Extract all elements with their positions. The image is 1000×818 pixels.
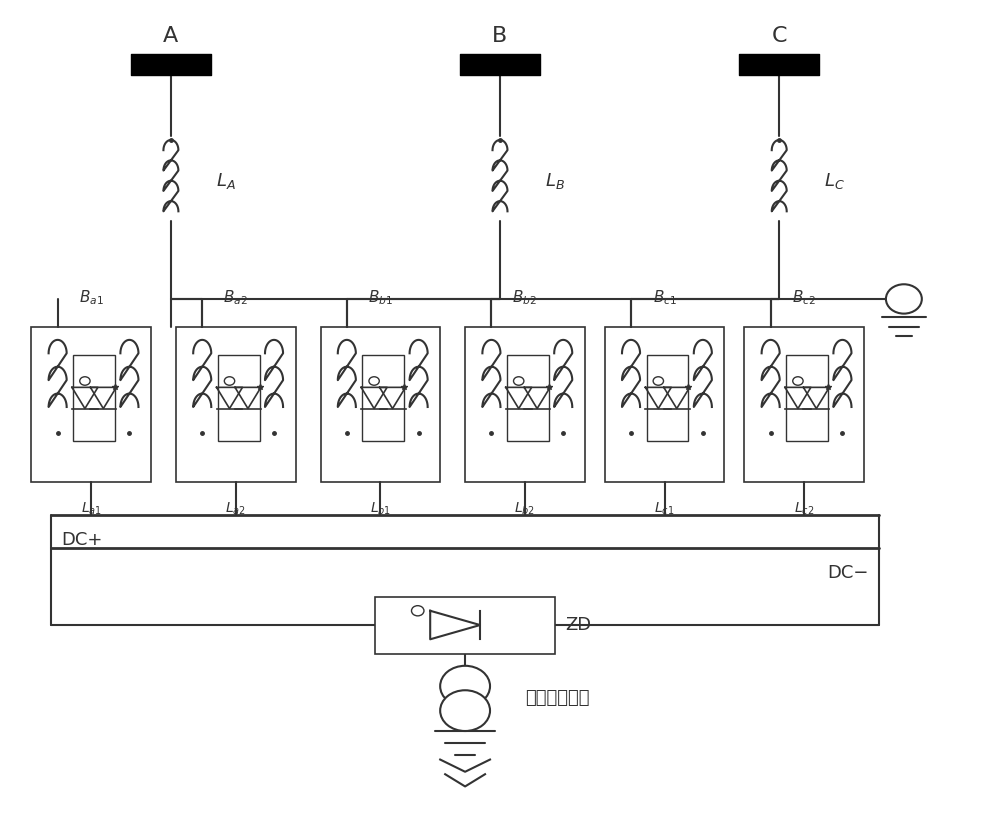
Text: C: C — [771, 26, 787, 47]
Bar — [320, 327, 440, 483]
Text: $L_B$: $L_B$ — [545, 171, 565, 191]
Bar — [218, 355, 260, 441]
Circle shape — [514, 377, 524, 385]
Text: $B_{a1}$: $B_{a1}$ — [79, 289, 104, 307]
Text: $L_{b1}$: $L_{b1}$ — [370, 501, 391, 517]
Bar — [31, 327, 151, 483]
Text: ZD: ZD — [565, 616, 591, 634]
Bar — [507, 355, 549, 441]
Text: $L_C$: $L_C$ — [824, 171, 845, 191]
Bar — [647, 355, 688, 441]
Text: $L_A$: $L_A$ — [216, 171, 236, 191]
Bar — [176, 327, 296, 483]
Text: DC−: DC− — [827, 564, 869, 582]
Text: $L_{b2}$: $L_{b2}$ — [514, 501, 535, 517]
Circle shape — [653, 377, 664, 385]
Text: $L_{a2}$: $L_{a2}$ — [225, 501, 246, 517]
Bar — [744, 327, 864, 483]
Circle shape — [440, 666, 490, 707]
Text: B: B — [492, 26, 508, 47]
Bar — [375, 596, 555, 654]
Text: DC+: DC+ — [61, 531, 103, 549]
Text: $L_{a1}$: $L_{a1}$ — [81, 501, 102, 517]
Circle shape — [411, 605, 424, 616]
Text: $B_{b1}$: $B_{b1}$ — [368, 289, 393, 307]
Circle shape — [886, 285, 922, 313]
Text: $L_{c1}$: $L_{c1}$ — [654, 501, 675, 517]
Bar — [73, 355, 115, 441]
Text: $B_{c1}$: $B_{c1}$ — [653, 289, 677, 307]
Text: A: A — [163, 26, 179, 47]
Text: $B_{b2}$: $B_{b2}$ — [512, 289, 537, 307]
Circle shape — [80, 377, 90, 385]
Circle shape — [440, 690, 490, 731]
Circle shape — [369, 377, 379, 385]
Bar — [465, 327, 585, 483]
Text: $L_{c2}$: $L_{c2}$ — [794, 501, 814, 517]
Bar — [362, 355, 404, 441]
Text: 励磁系统电源: 励磁系统电源 — [525, 690, 589, 708]
Circle shape — [793, 377, 803, 385]
Bar — [786, 355, 828, 441]
Text: $B_{a2}$: $B_{a2}$ — [223, 289, 248, 307]
Bar — [605, 327, 724, 483]
Text: $B_{c2}$: $B_{c2}$ — [792, 289, 816, 307]
Circle shape — [224, 377, 235, 385]
